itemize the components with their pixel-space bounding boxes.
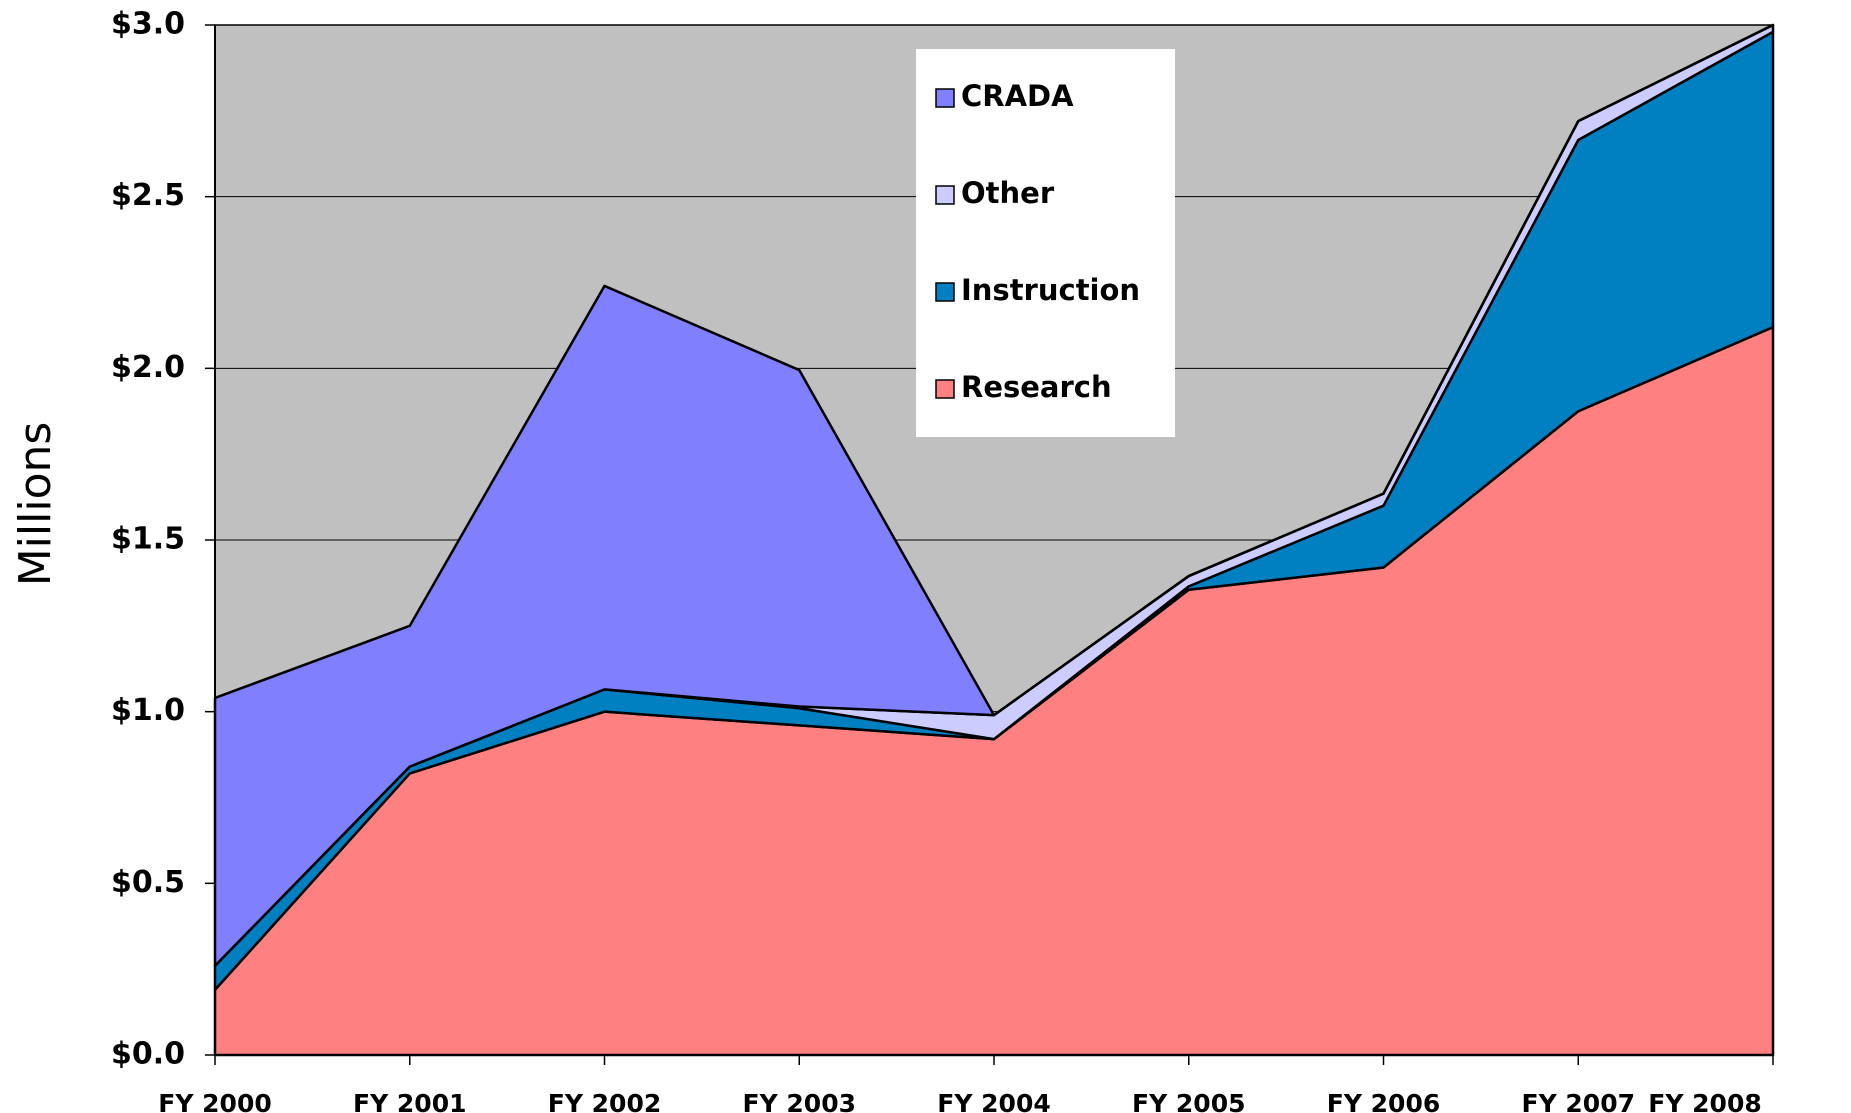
- x-tick-label: FY 2006: [1327, 1089, 1440, 1113]
- legend-label: Other: [961, 176, 1055, 210]
- y-tick-label: $2.0: [111, 350, 185, 385]
- legend: [916, 49, 1175, 437]
- legend-label: CRADA: [961, 79, 1074, 113]
- y-tick-label: $0.5: [111, 865, 185, 900]
- x-tick-label: FY 2002: [548, 1089, 661, 1113]
- y-tick-label: $3.0: [111, 7, 185, 42]
- y-tick-label: $1.5: [111, 522, 185, 557]
- y-axis-label: Millions: [10, 422, 61, 587]
- y-tick-label: $0.0: [111, 1037, 185, 1072]
- area: [213, 23, 1775, 967]
- legend-label: Research: [961, 370, 1112, 404]
- x-tick-label: FY 2007: [1522, 1089, 1635, 1113]
- y-tick-label: $1.0: [111, 693, 185, 728]
- x-tick-label: FY 2003: [743, 1089, 856, 1113]
- y-tick-label: $2.5: [111, 178, 185, 213]
- legend-swatch: [935, 282, 955, 302]
- x-tick-label: FY 2005: [1132, 1089, 1245, 1113]
- x-tick-label: FY 2008: [1648, 1089, 1761, 1113]
- legend-swatch: [935, 88, 955, 108]
- x-tick-label: FY 2004: [937, 1089, 1050, 1113]
- x-tick-label: FY 2000: [158, 1089, 271, 1113]
- legend-label: Instruction: [961, 273, 1140, 307]
- x-tick-label: FY 2001: [353, 1089, 466, 1113]
- legend-swatch: [935, 185, 955, 205]
- legend-swatch: [935, 379, 955, 399]
